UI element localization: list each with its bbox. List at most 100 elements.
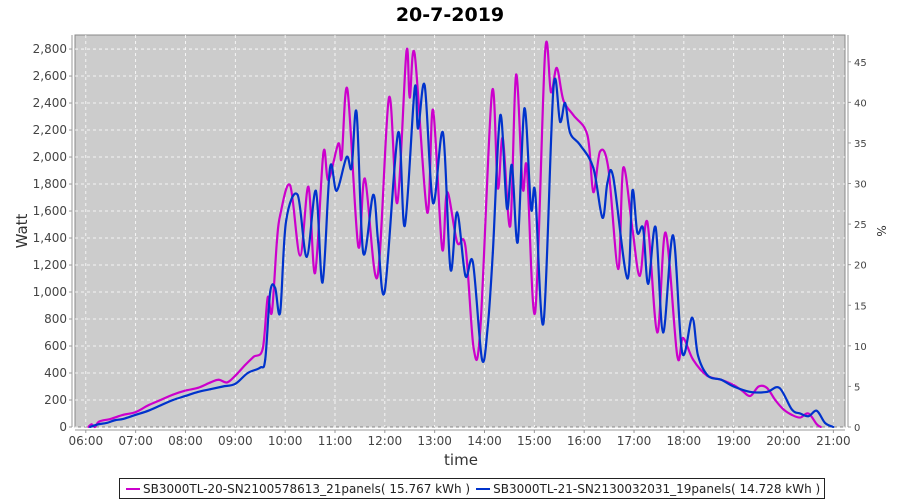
data-point-series-2 (642, 227, 645, 230)
data-point-series-2 (221, 385, 224, 388)
data-point-series-2 (706, 374, 709, 377)
data-point-series-2 (765, 390, 768, 393)
data-point-series-2 (559, 120, 562, 123)
data-point-series-1 (765, 386, 768, 389)
y-tick-label: 200 (44, 393, 67, 407)
data-point-series-2 (284, 220, 287, 223)
data-point-series-1 (572, 114, 575, 117)
data-point-series-1 (322, 151, 325, 154)
data-point-series-1 (337, 142, 340, 145)
x-tick-label: 07:00 (118, 434, 153, 448)
data-point-series-2 (824, 421, 827, 424)
data-point-series-2 (159, 404, 162, 407)
y2-tick-label: 35 (854, 139, 867, 150)
data-point-series-2 (491, 251, 494, 254)
data-point-series-2 (516, 241, 519, 244)
y-tick-label: 1,600 (33, 204, 67, 218)
data-point-series-2 (799, 412, 802, 415)
data-point-series-2 (259, 366, 262, 369)
y-tick-label: 1,200 (33, 258, 67, 272)
data-point-series-1 (607, 166, 610, 169)
data-point-series-2 (234, 382, 237, 385)
data-point-series-1 (376, 276, 379, 279)
legend-swatch-series-1 (126, 487, 140, 490)
x-tick-label: 15:00 (517, 434, 552, 448)
data-point-series-1 (691, 358, 694, 361)
data-point-series-1 (234, 374, 237, 377)
data-point-series-2 (464, 274, 467, 277)
legend-label-series-2: SB3000TL-21-SN2130032031_19panels( 14.72… (493, 481, 821, 496)
data-point-series-2 (335, 189, 338, 192)
data-point-series-1 (774, 399, 777, 402)
data-point-series-2 (832, 426, 835, 428)
data-point-series-1 (525, 166, 528, 169)
data-point-series-2 (579, 143, 582, 146)
data-point-series-1 (396, 201, 399, 204)
y-tick-label: 600 (44, 339, 67, 353)
data-point-series-1 (122, 413, 125, 416)
data-point-series-1 (426, 211, 429, 214)
data-point-series-1 (346, 88, 349, 91)
data-point-series-2 (612, 176, 615, 179)
data-point-series-1 (289, 184, 292, 187)
data-point-series-2 (134, 413, 137, 416)
data-point-series-2 (636, 231, 639, 234)
x-tick-label: 12:00 (368, 434, 403, 448)
data-point-series-1 (172, 393, 175, 396)
data-point-series-1 (299, 254, 302, 257)
series-line-2 (89, 77, 834, 429)
data-point-series-1 (815, 423, 818, 426)
data-point-series-2 (147, 409, 150, 412)
data-point-series-2 (662, 331, 665, 334)
data-point-series-2 (749, 390, 752, 393)
y-tick-label: 2,200 (33, 123, 67, 137)
data-point-series-1 (209, 381, 212, 384)
data-point-series-1 (147, 404, 150, 407)
data-point-series-2 (471, 261, 474, 264)
data-point-series-2 (88, 426, 91, 428)
data-point-series-2 (499, 114, 502, 117)
y2-tick-label: 5 (854, 382, 860, 393)
data-point-series-1 (598, 150, 601, 153)
data-point-series-2 (534, 191, 537, 194)
data-point-series-1 (363, 177, 366, 180)
data-point-series-2 (397, 131, 400, 134)
data-point-series-1 (413, 53, 416, 56)
data-point-series-1 (252, 355, 255, 358)
data-point-series-2 (631, 189, 634, 192)
y2-tick-label: 25 (854, 220, 867, 231)
x-tick-label: 20:00 (766, 434, 801, 448)
x-tick-label: 11:00 (318, 434, 353, 448)
data-point-series-2 (305, 255, 308, 258)
y-tick-label: 2,000 (33, 150, 67, 164)
data-point-series-2 (372, 193, 375, 196)
y-tick-label: 2,400 (33, 96, 67, 110)
data-point-series-1 (217, 378, 220, 381)
data-point-series-1 (617, 268, 620, 271)
data-point-series-2 (122, 417, 125, 420)
data-point-series-2 (681, 351, 684, 354)
y-tick-label: 400 (44, 366, 67, 380)
data-point-series-2 (269, 291, 272, 294)
data-point-series-2 (564, 102, 567, 105)
data-point-series-2 (696, 354, 699, 357)
data-point-series-1 (757, 385, 760, 388)
y2-tick-label: 45 (854, 58, 867, 69)
data-point-series-2 (552, 87, 555, 90)
data-point-series-2 (456, 211, 459, 214)
data-point-series-2 (720, 378, 723, 381)
line-chart: 20-7-2019 06:00 07:00 08:00 09:00 10:00 11:00… (13, 4, 888, 469)
data-point-series-2 (403, 224, 406, 227)
data-point-series-2 (523, 107, 526, 110)
data-point-series-2 (569, 131, 572, 134)
data-point-series-1 (196, 386, 199, 389)
data-point-series-2 (790, 408, 793, 411)
data-point-series-1 (464, 245, 467, 248)
data-point-series-1 (631, 227, 634, 230)
data-point-series-1 (314, 272, 317, 275)
data-point-series-1 (790, 413, 793, 416)
data-point-series-2 (279, 311, 282, 314)
data-point-series-1 (405, 50, 408, 53)
chart-title: 20-7-2019 (396, 4, 504, 26)
